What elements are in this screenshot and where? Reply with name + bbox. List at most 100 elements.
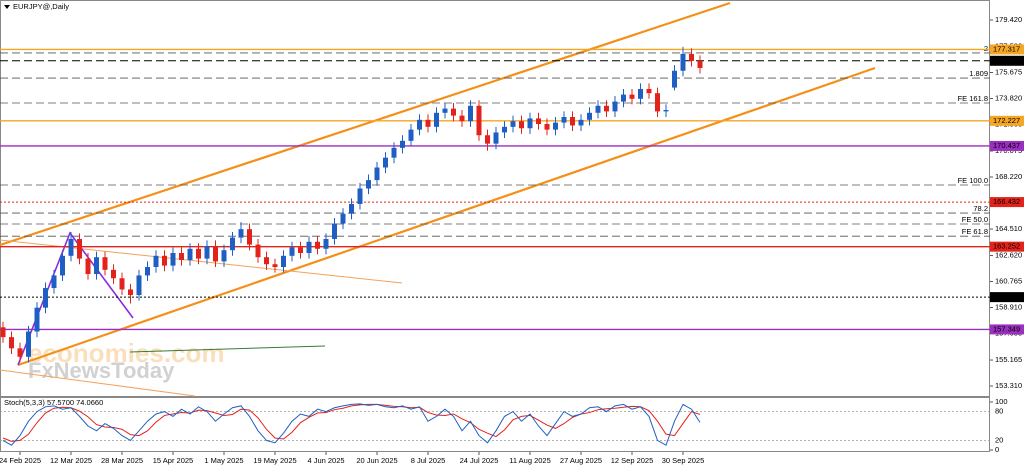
stoch-panel [0, 397, 990, 452]
x-tick-label: 20 Jun 2025 [356, 456, 397, 465]
candle-body [111, 269, 116, 279]
x-tick-label: 27 Aug 2025 [560, 456, 602, 465]
level-label: 170.437 [993, 141, 1020, 150]
menu-icon[interactable] [4, 5, 10, 9]
fib-label: FE 50.0 [962, 215, 988, 224]
candle-body [298, 247, 303, 254]
candle-body [323, 238, 329, 249]
candle-body [536, 118, 541, 125]
candle-body [221, 250, 227, 262]
x-tick-label: 12 Mar 2025 [50, 456, 92, 465]
main-panel [0, 0, 990, 397]
candle-body [578, 119, 584, 126]
candle-body [357, 188, 363, 204]
candle-body [128, 289, 133, 296]
candle-body [315, 241, 320, 249]
candle-body [502, 126, 507, 133]
y-tick-label: 160.765 [995, 277, 1022, 286]
candle-body [68, 238, 74, 256]
candle-body [408, 129, 414, 141]
candle-body [434, 112, 439, 127]
candle-body [289, 247, 295, 256]
stoch-tick-label: 20 [995, 435, 1003, 444]
x-tick-label: 8 Jul 2025 [411, 456, 446, 465]
candle-body [680, 53, 686, 71]
fib-label: FE 100.0 [958, 176, 988, 185]
candle-body [663, 110, 669, 112]
candle-body [595, 105, 601, 113]
y-tick-label: 179.420 [995, 15, 1022, 24]
stoch-title: Stoch(5,3,3) 57.5700 74.0660 [4, 398, 103, 407]
level-box [990, 55, 1024, 66]
candle-body [468, 105, 473, 122]
candle-body [604, 105, 609, 112]
candle-body [697, 60, 703, 68]
candle-body [272, 264, 278, 268]
candle-body [561, 117, 567, 123]
candle-body [94, 257, 99, 275]
candle-body [374, 167, 380, 181]
candle-body [510, 121, 516, 127]
chart-title: EURJPY@,Daily [13, 2, 69, 11]
level-label: 163.252 [993, 242, 1020, 251]
fib-label: FE 161.8 [958, 94, 988, 103]
x-tick-label: 1 May 2025 [204, 456, 243, 465]
candle-body [170, 253, 176, 266]
candle-body [77, 238, 82, 259]
candle-body [255, 244, 261, 258]
candle-body [485, 135, 490, 144]
x-tick-label: 24 Feb 2025 [0, 456, 41, 465]
level-box [990, 115, 1024, 126]
fib-label: 1.809 [969, 69, 988, 78]
level-box [990, 292, 1024, 303]
stoch-tick-label: 0 [995, 445, 999, 454]
level-label: 172.227 [993, 116, 1020, 125]
level-label: 166.432 [993, 197, 1020, 206]
candle-body [400, 140, 405, 148]
trend-line [0, 369, 196, 397]
candle-body [459, 115, 465, 122]
candle-body [340, 213, 346, 224]
x-tick-label: 11 Aug 2025 [509, 456, 551, 465]
stoch-tick-label: 100 [995, 397, 1008, 406]
x-tick-label: 15 Apr 2025 [153, 456, 193, 465]
candle-body [391, 147, 397, 158]
y-tick-label: 162.620 [995, 251, 1022, 260]
level-label: 177.317 [993, 44, 1020, 53]
fib-label: FE 61.8 [962, 227, 988, 236]
level-box [990, 324, 1024, 335]
y-tick-label: 155.165 [995, 355, 1022, 364]
y-tick-label: 158.910 [995, 303, 1022, 312]
candle-body [519, 121, 524, 129]
x-tick-label: 19 May 2025 [253, 456, 296, 465]
x-tick-label: 28 Mar 2025 [101, 456, 143, 465]
candle-body [204, 245, 210, 259]
candle-body [136, 275, 142, 296]
candle-body [85, 258, 91, 275]
channel-upper [0, 1, 731, 247]
candle-body [646, 88, 652, 94]
candle-body [0, 327, 6, 338]
watermark: economies.com [28, 338, 225, 368]
channel-lower [17, 66, 876, 367]
level-box [990, 140, 1024, 151]
candle-body [60, 255, 65, 276]
candle-body [476, 105, 482, 136]
y-tick-label: 153.310 [995, 381, 1022, 390]
candle-body [587, 112, 592, 120]
level-label: 159.653 [993, 292, 1020, 301]
candle-body [187, 248, 193, 261]
candle-body [162, 255, 167, 266]
candle-body [638, 88, 643, 99]
candle-body [553, 122, 558, 130]
candle-body [349, 203, 354, 214]
level-label: 176.511 [993, 56, 1020, 65]
candle-body [655, 93, 660, 112]
level-box [990, 44, 1024, 55]
y-tick-label: 168.220 [995, 172, 1022, 181]
fib-label: 2 [984, 44, 988, 53]
candle-body [383, 157, 388, 168]
candle-body [145, 267, 150, 276]
candle-body [153, 255, 159, 268]
candle-body [43, 288, 48, 308]
